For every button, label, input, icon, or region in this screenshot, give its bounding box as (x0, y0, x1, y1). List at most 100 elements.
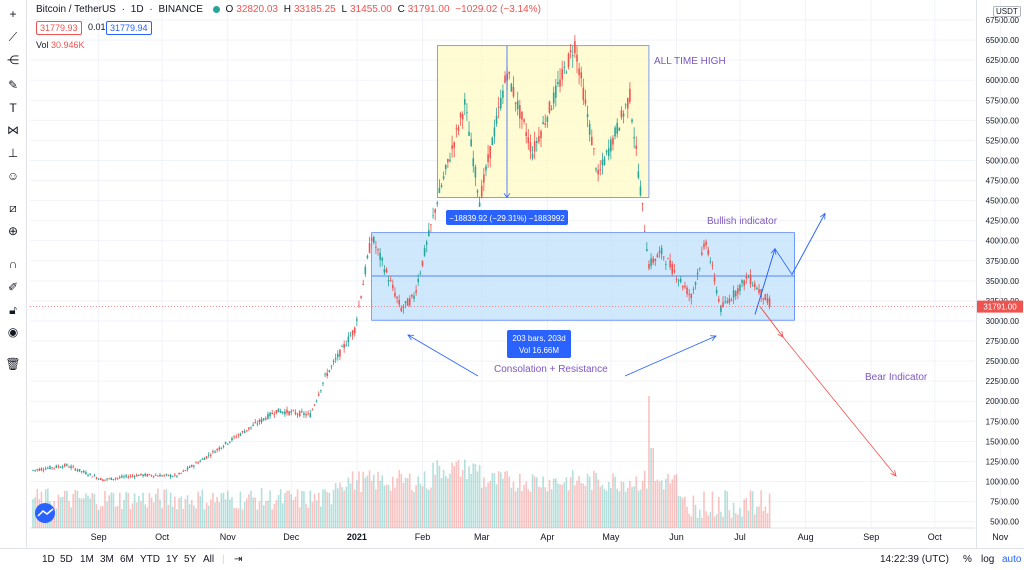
volume-bar (749, 490, 752, 528)
volume-bar (459, 476, 462, 528)
smiley-icon[interactable]: ☺ (6, 169, 20, 183)
volume-bar (389, 490, 392, 528)
zoom-in-icon[interactable]: ⊕ (7, 224, 19, 238)
y-tick-label: 10000.00 (986, 477, 1020, 486)
symbol-name[interactable]: Bitcoin / TetherUS (36, 4, 116, 15)
candle-body (483, 174, 485, 183)
volume-bar (118, 492, 121, 528)
candle-body (654, 258, 657, 261)
log-toggle[interactable]: log (981, 554, 995, 565)
volume-bar (339, 482, 341, 528)
y-tick-label: 57500.00 (986, 96, 1020, 105)
interval-label[interactable]: 1D (130, 4, 144, 15)
range-1d[interactable]: 1D (42, 554, 55, 565)
volume-bar (97, 509, 100, 528)
pencil-lock-icon[interactable]: ✐ (7, 280, 19, 294)
magnet-icon[interactable]: ∩ (8, 257, 18, 271)
buy-button[interactable]: 31779.94 (106, 21, 152, 35)
volume-bar (180, 496, 182, 528)
candle-body (267, 413, 269, 419)
x-tick-label: Feb (415, 532, 431, 542)
eye-icon[interactable]: ◉ (7, 325, 19, 339)
candle-body (665, 264, 667, 265)
range-1y[interactable]: 1Y (166, 554, 179, 565)
crosshair-icon[interactable]: + (9, 7, 17, 21)
candle-body (102, 479, 104, 482)
volume-bar (358, 471, 360, 528)
volume-bar (493, 473, 496, 528)
range-3m[interactable]: 3M (100, 554, 114, 565)
percent-toggle[interactable]: % (963, 554, 972, 565)
volume-bar (677, 495, 680, 528)
text-icon[interactable]: T (9, 101, 17, 115)
volume-bar (643, 470, 646, 528)
candle-body (633, 137, 635, 139)
candle-body (248, 427, 250, 430)
volume-bar (512, 481, 515, 528)
lock-icon[interactable]: 🔓︎ (9, 303, 17, 317)
volume-bar (588, 476, 591, 528)
volume-bar (442, 469, 445, 528)
volume-bar (375, 489, 377, 528)
candle-body (586, 114, 589, 118)
candle-body (749, 274, 752, 285)
candle-body (567, 53, 570, 67)
x-tick-label: Apr (540, 532, 554, 542)
candle-body (243, 431, 246, 433)
brush-icon[interactable]: ✎ (7, 78, 19, 92)
volume-bar (739, 507, 741, 528)
trend-line-icon[interactable]: ⟋ (8, 30, 18, 44)
range-6m[interactable]: 6M (120, 554, 134, 565)
pattern-icon[interactable]: ⋈ (7, 123, 19, 137)
volume-bar (478, 464, 481, 528)
currency-badge[interactable]: USDT (993, 6, 1021, 17)
volume-bar (650, 448, 652, 528)
volume-bar (93, 493, 96, 528)
utc-clock[interactable]: 14:22:39 (UTC) (880, 554, 949, 565)
trash-icon[interactable]: 🗑︎ (5, 357, 21, 371)
sell-button[interactable]: 31779.93 (36, 21, 82, 35)
candle-body (737, 288, 739, 294)
price-axis[interactable] (976, 0, 1024, 548)
candle-body (163, 474, 166, 476)
date-range-icon[interactable]: ⇥ (234, 554, 243, 565)
candle-body (514, 102, 517, 104)
range-5y[interactable]: 5Y (184, 554, 197, 565)
auto-toggle[interactable]: auto (1002, 554, 1022, 565)
candle-body (59, 467, 62, 469)
volume-bar (489, 480, 491, 528)
price-chart[interactable]: 5000.00 7500.00 10000.00 12500.00 15000.00 17… (0, 0, 1024, 548)
volume-bar (480, 487, 483, 528)
candle-body (258, 419, 261, 423)
volume-bar (745, 497, 748, 528)
candle-body (343, 344, 345, 348)
candle-body (495, 115, 498, 124)
candle-body (762, 298, 765, 300)
candle-body (453, 142, 456, 148)
candle-body (709, 261, 712, 263)
volume-bar (317, 492, 320, 528)
drawing-toolbar: + ⟋ ⋲ ✎ T ⋈ ⊥ ☺ ⧄ ⊕ ∩ ✐ 🔓︎ ◉ 🗑︎ (0, 0, 27, 548)
candle-body (404, 301, 407, 303)
volume-group (32, 396, 771, 528)
range-5d[interactable]: 5D (60, 554, 73, 565)
candle-body (580, 72, 583, 79)
volume-bar (686, 506, 688, 528)
x-tick-label: Sep (863, 532, 879, 542)
range-1m[interactable]: 1M (80, 554, 94, 565)
volume-bar (322, 489, 324, 528)
candle-body (504, 75, 506, 83)
range-all[interactable]: All (203, 554, 215, 565)
ruler-icon[interactable]: ⧄ (9, 201, 17, 215)
volume-bar (713, 516, 716, 528)
volume-bar (711, 491, 714, 528)
candle-body (593, 148, 595, 150)
fib-retracement-icon[interactable]: ⋲ (7, 53, 19, 67)
measure-icon[interactable]: ⊥ (7, 146, 19, 160)
volume-bar (610, 487, 612, 528)
range-ytd[interactable]: YTD (140, 554, 160, 565)
volume-bar (660, 480, 663, 528)
volume-bar (197, 491, 199, 528)
volume-bar (455, 461, 458, 528)
candle-body (167, 474, 170, 476)
